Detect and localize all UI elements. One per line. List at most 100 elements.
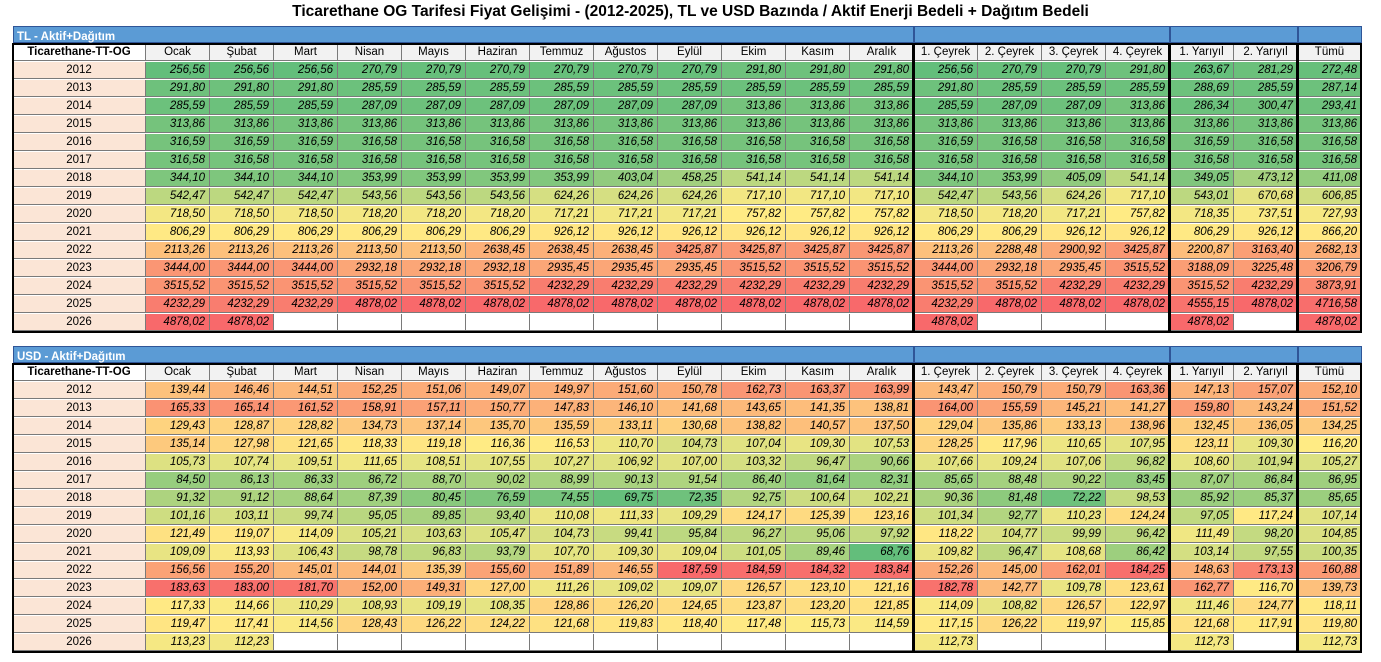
value-cell: 117,15 (914, 616, 978, 633)
value-cell: 3515,52 (722, 260, 786, 277)
value-cell: 143,24 (1234, 400, 1298, 417)
value-cell: 316,58 (274, 152, 338, 169)
value-cell: 107,27 (530, 454, 594, 471)
year-cell: 2017 (13, 472, 146, 489)
value-cell: 926,12 (1106, 224, 1170, 241)
value-cell: 349,05 (1170, 170, 1234, 187)
value-cell: 90,36 (914, 490, 978, 507)
table-row: 2021 109,09 113,93 106,43 98,78 96,83 93,79 107… (13, 544, 1362, 561)
value-cell: 88,70 (402, 472, 466, 489)
value-cell (402, 634, 466, 651)
value-cell: 541,14 (786, 170, 850, 187)
value-cell: 152,26 (914, 562, 978, 579)
value-cell: 69,75 (594, 490, 658, 507)
value-cell: 806,29 (978, 224, 1042, 241)
value-cell: 291,80 (914, 80, 978, 97)
value-cell: 3444,00 (274, 260, 338, 277)
value-cell: 117,33 (146, 598, 210, 615)
value-cell: 99,74 (274, 508, 338, 525)
value-cell: 287,09 (1042, 98, 1106, 115)
year-cell: 2013 (13, 80, 146, 97)
value-cell: 926,12 (786, 224, 850, 241)
table-band-group (1298, 346, 1362, 363)
year-cell: 2023 (13, 260, 146, 277)
value-cell: 2935,45 (1042, 260, 1106, 277)
value-cell (1234, 314, 1298, 331)
year-cell: 2016 (13, 134, 146, 151)
value-cell: 101,94 (1234, 454, 1298, 471)
value-cell: 96,42 (1106, 526, 1170, 543)
value-cell: 926,12 (594, 224, 658, 241)
value-cell: 3444,00 (210, 260, 274, 277)
value-cell: 126,20 (594, 598, 658, 615)
value-cell: 717,10 (786, 188, 850, 205)
value-cell: 103,11 (210, 508, 274, 525)
value-cell: 316,58 (530, 134, 594, 151)
table-row: 2022 156,56 155,20 145,01 144,01 135,39 155,60… (13, 562, 1362, 579)
value-cell: 97,92 (850, 526, 914, 543)
value-cell: 473,12 (1234, 170, 1298, 187)
value-cell: 285,59 (466, 80, 530, 97)
value-cell: 181,70 (274, 580, 338, 597)
value-cell: 313,86 (466, 116, 530, 133)
value-cell: 926,12 (658, 224, 722, 241)
value-cell: 121,49 (146, 526, 210, 543)
value-cell: 300,47 (1234, 98, 1298, 115)
value-cell: 2935,45 (594, 260, 658, 277)
value-cell: 133,13 (1042, 418, 1106, 435)
value-cell: 108,68 (1042, 544, 1106, 561)
value-cell: 316,58 (1042, 152, 1106, 169)
value-cell: 718,50 (274, 206, 338, 223)
value-cell: 291,80 (786, 62, 850, 79)
value-cell: 104,77 (978, 526, 1042, 543)
value-cell: 926,12 (1234, 224, 1298, 241)
value-cell: 757,82 (850, 206, 914, 223)
value-cell: 145,00 (978, 562, 1042, 579)
value-cell: 90,22 (1042, 472, 1106, 489)
value-cell: 316,59 (274, 134, 338, 151)
value-cell: 92,77 (978, 508, 1042, 525)
value-cell: 107,70 (530, 544, 594, 561)
value-cell (786, 314, 850, 331)
table-row: 2019 542,47 542,47 542,47 543,56 543,56 543,56… (13, 188, 1362, 205)
table-band-group (914, 346, 1170, 363)
value-cell: 123,87 (722, 598, 786, 615)
value-cell: 316,58 (466, 152, 530, 169)
value-cell: 109,82 (914, 544, 978, 561)
value-cell: 162,77 (1170, 580, 1234, 597)
value-cell: 107,06 (1042, 454, 1106, 471)
value-cell: 112,23 (210, 634, 274, 651)
value-cell: 285,59 (722, 80, 786, 97)
band-label: TL - Aktif+Dağıtım (17, 31, 116, 43)
value-cell: 183,84 (850, 562, 914, 579)
column-header-kasim: Kasım (786, 44, 850, 61)
value-cell: 119,97 (1042, 616, 1106, 633)
table-header-row: Ticarethane-TT-OG Ocak Şubat Mart Nisan Mayıs… (13, 364, 1362, 381)
value-cell: 4878,02 (402, 296, 466, 313)
value-cell (1042, 314, 1106, 331)
value-cell: 157,07 (1234, 382, 1298, 399)
value-cell: 285,59 (1234, 80, 1298, 97)
value-cell (530, 314, 594, 331)
value-cell: 98,78 (338, 544, 402, 561)
value-cell: 263,67 (1170, 62, 1234, 79)
value-cell: 2200,87 (1170, 242, 1234, 259)
value-cell: 135,70 (466, 418, 530, 435)
value-cell: 4878,02 (1106, 296, 1170, 313)
column-header-haziran: Haziran (466, 364, 530, 381)
value-cell: 316,58 (1234, 152, 1298, 169)
value-cell: 4232,29 (1106, 278, 1170, 295)
value-cell: 91,54 (658, 472, 722, 489)
year-cell: 2021 (13, 224, 146, 241)
value-cell: 99,41 (594, 526, 658, 543)
value-cell: 109,29 (658, 508, 722, 525)
year-cell: 2024 (13, 278, 146, 295)
value-cell: 806,29 (914, 224, 978, 241)
value-cell: 80,45 (402, 490, 466, 507)
value-cell: 4232,29 (530, 278, 594, 295)
value-cell: 313,86 (722, 116, 786, 133)
value-cell: 126,57 (722, 580, 786, 597)
value-cell: 285,59 (274, 98, 338, 115)
value-cell: 110,65 (1042, 436, 1106, 453)
value-cell: 542,47 (274, 188, 338, 205)
